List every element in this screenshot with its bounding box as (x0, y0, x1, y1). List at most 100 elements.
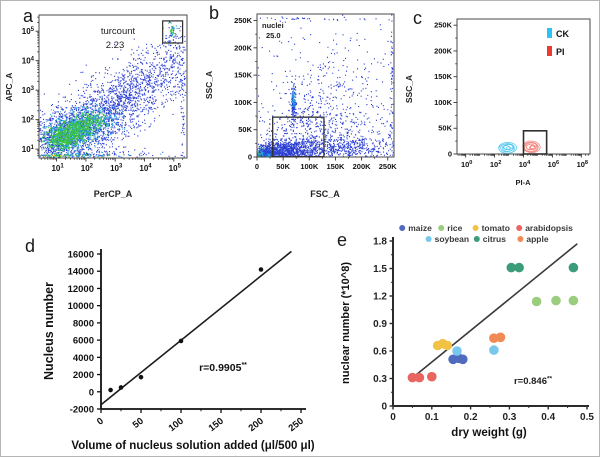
svg-text:250K: 250K (234, 16, 253, 25)
svg-text:CK: CK (556, 29, 569, 39)
svg-text:citrus: citrus (483, 234, 506, 244)
svg-text:dry weight (g): dry weight (g) (451, 427, 527, 439)
svg-text:12000: 12000 (68, 284, 94, 295)
panel-a-letter: a (23, 6, 34, 26)
svg-text:0.3: 0.3 (502, 412, 516, 423)
svg-text:100K: 100K (234, 98, 253, 107)
svg-text:SSC_A: SSC_A (204, 71, 214, 99)
svg-text:104: 104 (22, 56, 35, 65)
svg-text:nuclei: nuclei (262, 21, 284, 30)
svg-text:150: 150 (207, 416, 226, 434)
panel-b: b 0 50K 100K 150K 200K 250K 0 50K 100K 150K 200K 25… (201, 1, 401, 216)
svg-text:14000: 14000 (68, 267, 94, 278)
svg-text:1.2: 1.2 (373, 292, 387, 303)
svg-text:nuclear number (*10^8): nuclear number (*10^8) (340, 262, 352, 384)
svg-text:FSC_A: FSC_A (310, 189, 340, 199)
svg-text:2000: 2000 (73, 370, 94, 381)
panel-e-species-scatter-chart: 0 0.3 0.6 0.9 1.2 1.5 1.8 0 0.1 0.2 0.3 0.4 0.5 maize… (340, 223, 594, 439)
svg-text:0: 0 (95, 416, 106, 428)
svg-text:Volume of nucleus solution add: Volume of nucleus solution added (μl/500… (71, 440, 314, 452)
svg-text:1.8: 1.8 (373, 237, 387, 248)
panel-b-letter: b (209, 3, 220, 23)
panel-a-flow-scatter-chart: 101 102 103 104 105 101 102 103 104 105 turcount 2.… (4, 14, 188, 199)
svg-text:arabidopsis: arabidopsis (525, 223, 573, 233)
svg-text:50K: 50K (438, 124, 452, 133)
svg-text:0.5: 0.5 (580, 412, 594, 423)
svg-text:16000: 16000 (68, 250, 94, 261)
svg-text:150K: 150K (434, 72, 453, 81)
svg-text:SSC_A: SSC_A (404, 75, 414, 103)
svg-text:2.23: 2.23 (106, 40, 125, 51)
svg-text:200: 200 (247, 416, 266, 434)
svg-text:102: 102 (490, 160, 501, 169)
svg-text:105: 105 (22, 27, 35, 36)
svg-text:102: 102 (81, 164, 94, 173)
svg-text:101: 101 (22, 145, 35, 154)
panel-b-flow-scatter-chart: 0 50K 100K 150K 200K 250K 0 50K 100K 150K 200K 250K… (204, 13, 398, 199)
svg-text:APC_A: APC_A (4, 73, 14, 102)
svg-text:50K: 50K (238, 125, 252, 134)
panel-d-letter: d (25, 236, 36, 256)
svg-text:200K: 200K (353, 162, 372, 171)
panel-c: c 100 102 104 106 108 0 50K 100K 150K 200K 250K CK P… (401, 1, 599, 216)
svg-text:103: 103 (22, 86, 35, 95)
svg-text:250K: 250K (434, 21, 453, 30)
svg-text:10000: 10000 (68, 301, 94, 312)
svg-text:106: 106 (548, 160, 559, 169)
panel-e-letter: e (337, 230, 348, 250)
svg-text:250: 250 (287, 416, 306, 434)
panel-c-letter: c (413, 8, 422, 28)
svg-text:105: 105 (169, 164, 182, 173)
svg-text:0.2: 0.2 (464, 412, 478, 423)
svg-text:PI-A: PI-A (516, 178, 532, 187)
svg-text:0.9: 0.9 (373, 319, 387, 330)
svg-text:8000: 8000 (73, 318, 94, 329)
svg-text:25.0: 25.0 (266, 31, 281, 40)
panel-d: d -2000 0 2000 4000 6000 8000 10000 12000 14000 1… (1, 221, 331, 456)
svg-text:103: 103 (110, 164, 123, 173)
svg-text:0: 0 (248, 153, 252, 162)
svg-text:0: 0 (255, 162, 259, 171)
svg-text:104: 104 (139, 164, 152, 173)
svg-text:50: 50 (131, 416, 146, 431)
svg-text:50K: 50K (276, 162, 290, 171)
svg-text:r=0.9905**: r=0.9905** (199, 362, 247, 374)
svg-text:r=0.846**: r=0.846** (514, 376, 553, 388)
svg-text:104: 104 (519, 160, 531, 169)
svg-text:6000: 6000 (73, 336, 94, 347)
svg-text:250K: 250K (379, 162, 398, 171)
svg-text:turcount: turcount (101, 26, 136, 37)
panel-a: a 101 102 103 104 105 101 102 103 104 105 turcount… (1, 1, 201, 216)
svg-text:108: 108 (577, 160, 588, 169)
panel-e: e 0 0.3 0.6 0.9 1.2 1.5 1.8 0 0.1 0.2 0.3 0.4 0.5 mai… (331, 221, 599, 456)
svg-text:0.4: 0.4 (541, 412, 555, 423)
svg-text:200K: 200K (234, 43, 253, 52)
svg-text:4000: 4000 (73, 353, 94, 364)
svg-text:100: 100 (461, 160, 472, 169)
svg-text:soybean: soybean (435, 234, 470, 244)
svg-text:100K: 100K (300, 162, 319, 171)
svg-text:0: 0 (448, 150, 452, 159)
svg-text:150K: 150K (234, 71, 253, 80)
svg-text:Nucleus number: Nucleus number (42, 282, 56, 380)
svg-text:PerCP_A: PerCP_A (94, 189, 133, 199)
svg-text:102: 102 (22, 115, 35, 124)
svg-text:200K: 200K (434, 46, 453, 55)
svg-text:0.1: 0.1 (425, 412, 439, 423)
panel-c-flow-contour-chart: 100 102 104 106 108 0 50K 100K 150K 200K 250K CK PI P… (404, 18, 591, 187)
svg-text:PI: PI (556, 47, 565, 57)
svg-text:1.5: 1.5 (373, 264, 387, 275)
svg-text:apple: apple (526, 234, 548, 244)
svg-text:100: 100 (167, 416, 186, 434)
svg-text:101: 101 (51, 164, 64, 173)
svg-text:maize: maize (408, 223, 432, 233)
svg-text:150K: 150K (326, 162, 345, 171)
svg-text:0.6: 0.6 (373, 347, 387, 358)
svg-text:0.3: 0.3 (373, 374, 387, 385)
svg-text:tomato: tomato (482, 223, 510, 233)
svg-text:-2000: -2000 (70, 405, 94, 416)
svg-text:rice: rice (447, 223, 462, 233)
svg-text:0: 0 (390, 412, 396, 423)
